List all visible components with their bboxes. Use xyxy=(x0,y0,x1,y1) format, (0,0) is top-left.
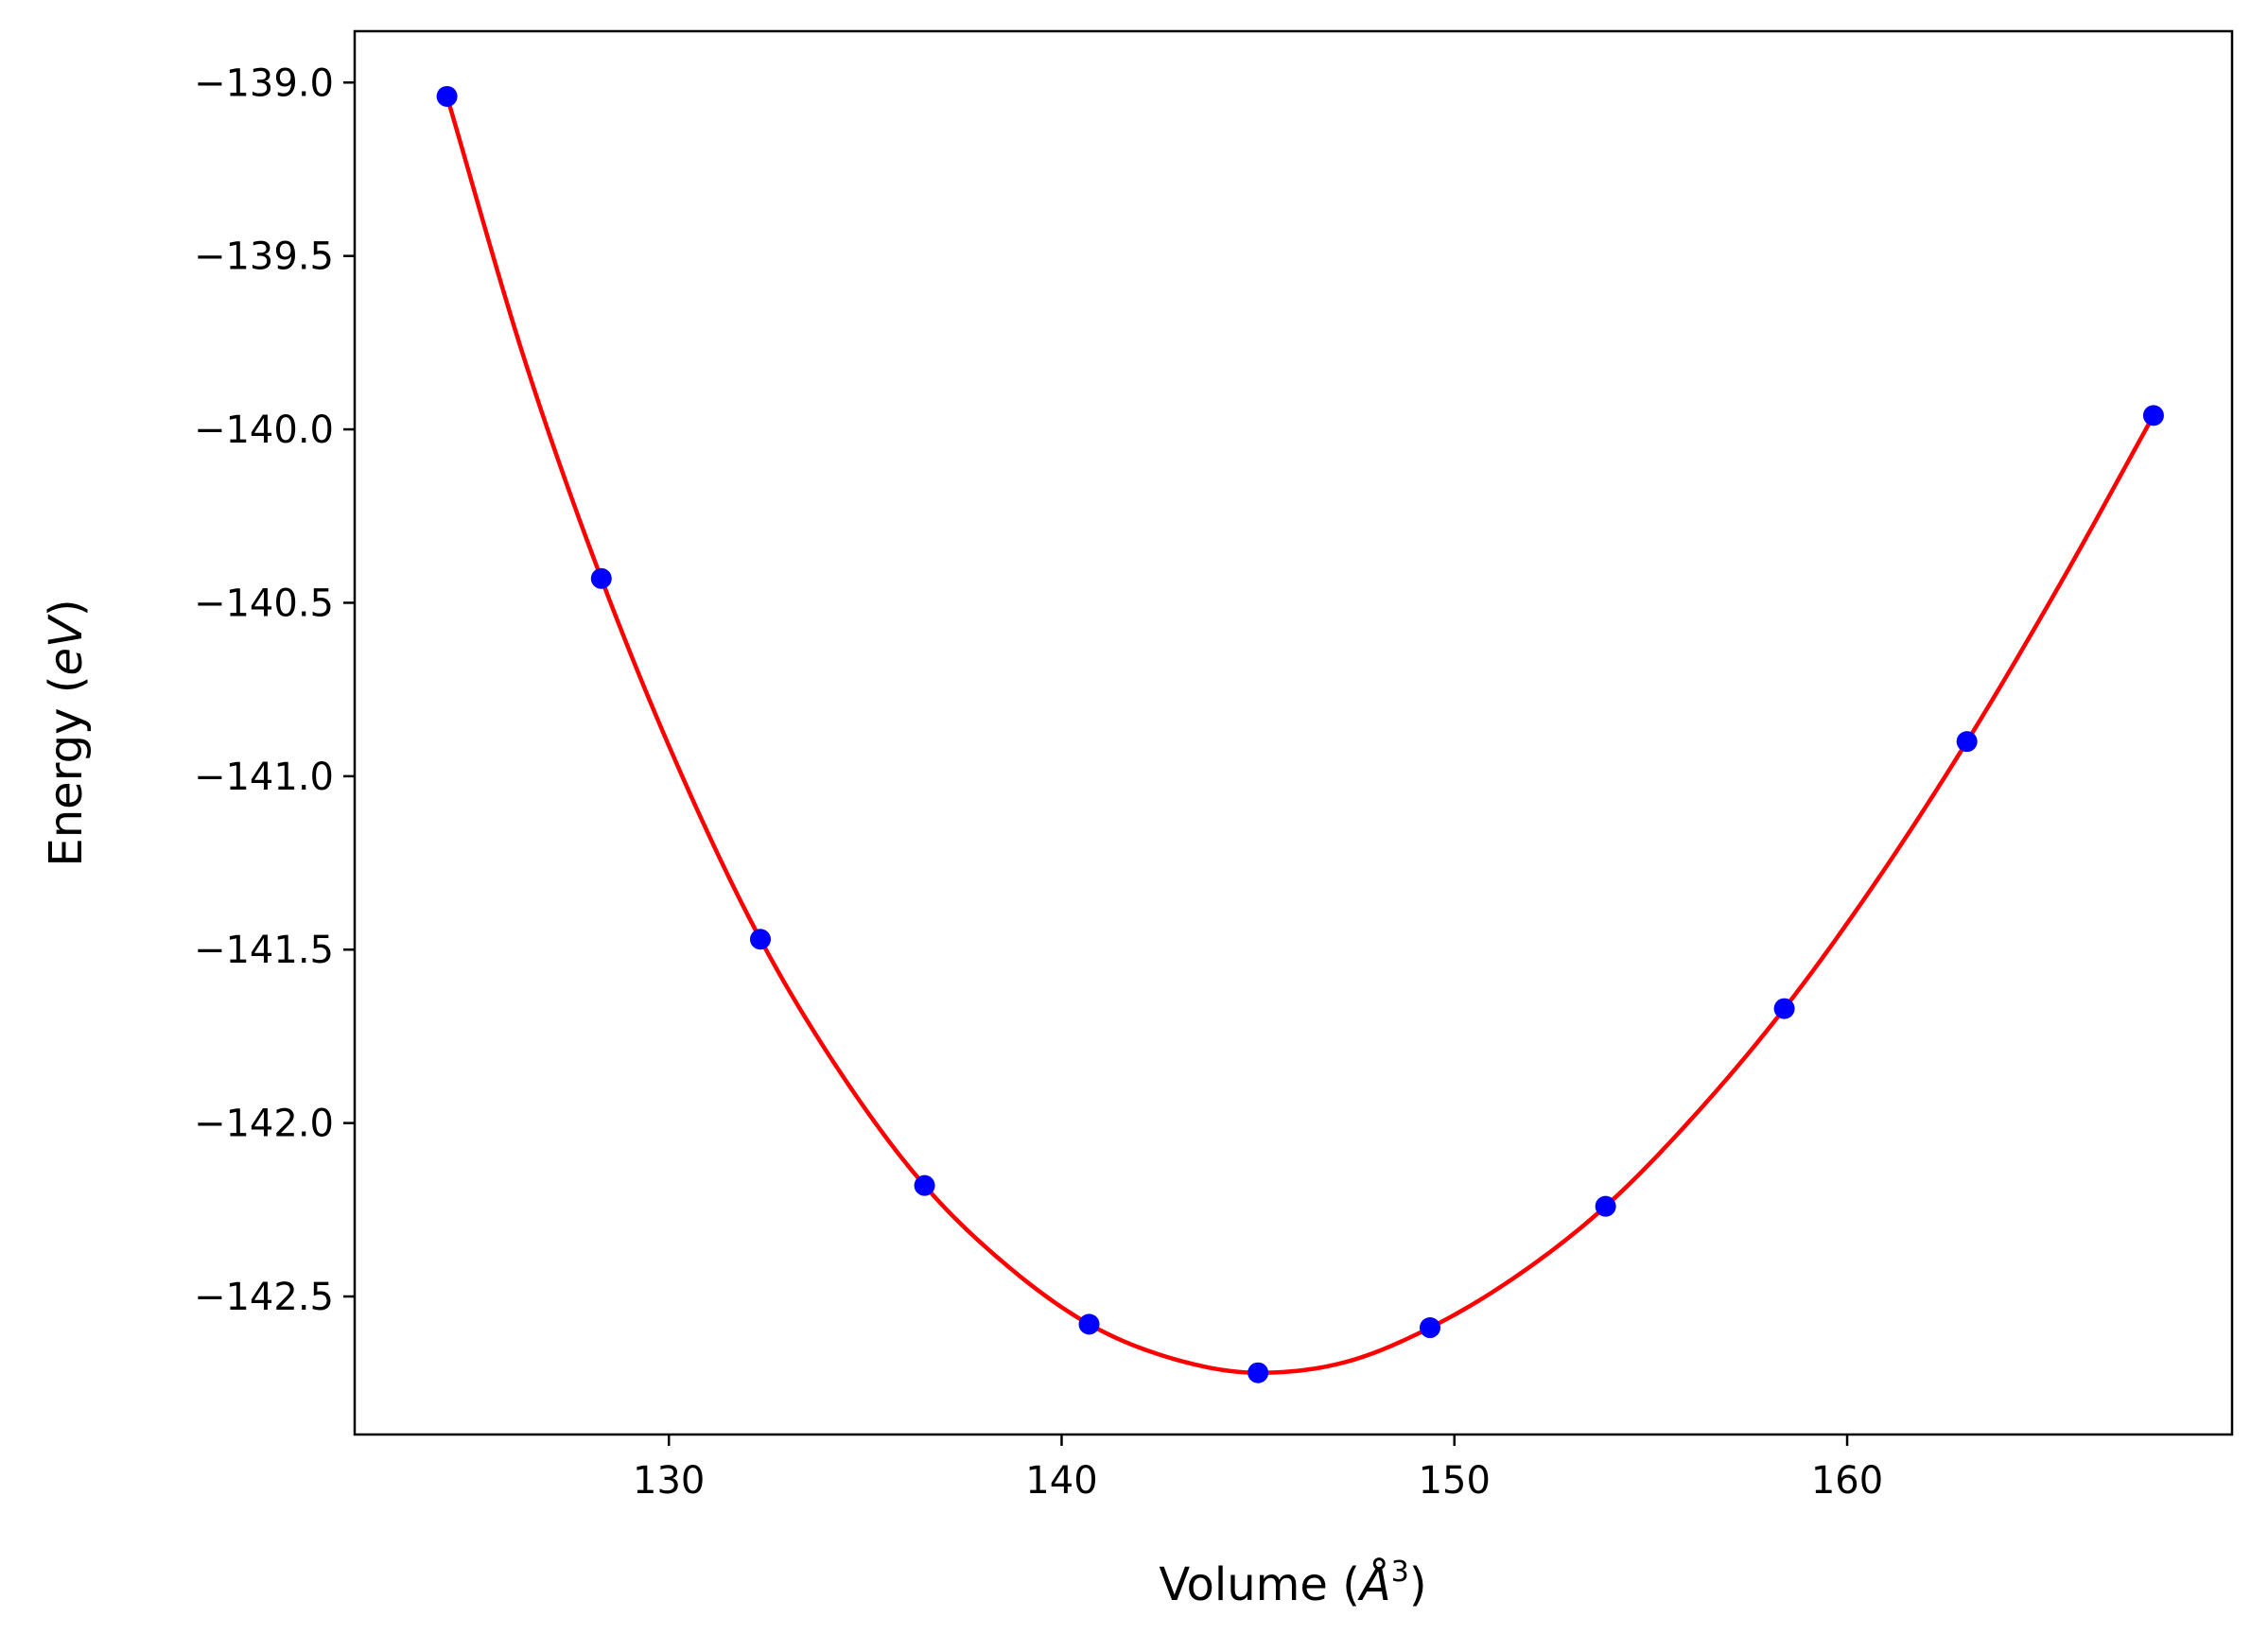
y-tick-label: −140.0 xyxy=(194,409,334,452)
y-tick-label: −139.0 xyxy=(194,61,334,105)
y-tick-label: −141.0 xyxy=(194,756,334,799)
data-point xyxy=(914,1174,935,1196)
data-point xyxy=(1956,731,1978,753)
axes-frame xyxy=(353,29,2234,1436)
x-tick-label: 150 xyxy=(1419,1459,1491,1503)
y-tick-label: −140.5 xyxy=(194,582,334,625)
data-point xyxy=(1595,1195,1616,1217)
x-tick-label: 160 xyxy=(1811,1459,1883,1503)
data-point xyxy=(2142,405,2164,426)
plot-area xyxy=(436,85,2164,1383)
y-tick-label: −141.5 xyxy=(194,929,334,972)
data-point xyxy=(1078,1313,1100,1335)
y-axis: −139.0 −139.5 −140.0 −140.5 −141.0 −141.5 −142… xyxy=(194,61,355,1319)
data-point xyxy=(436,85,458,107)
x-tick-label: 140 xyxy=(1025,1459,1097,1503)
y-axis-label: Energy (eV) xyxy=(40,599,93,866)
data-point xyxy=(590,567,612,589)
x-axis: 130 140 150 160 xyxy=(633,1435,1883,1503)
x-tick-label: 130 xyxy=(633,1459,705,1503)
data-point xyxy=(1247,1362,1269,1383)
data-point xyxy=(749,929,771,950)
y-tick-label: −142.5 xyxy=(194,1276,334,1319)
x-axis-label: Volume (Å3) xyxy=(1159,1556,1426,1611)
y-tick-label: −139.5 xyxy=(194,235,334,279)
y-tick-label: −142.0 xyxy=(194,1103,334,1146)
data-point xyxy=(1773,998,1795,1019)
data-point xyxy=(1420,1317,1441,1339)
